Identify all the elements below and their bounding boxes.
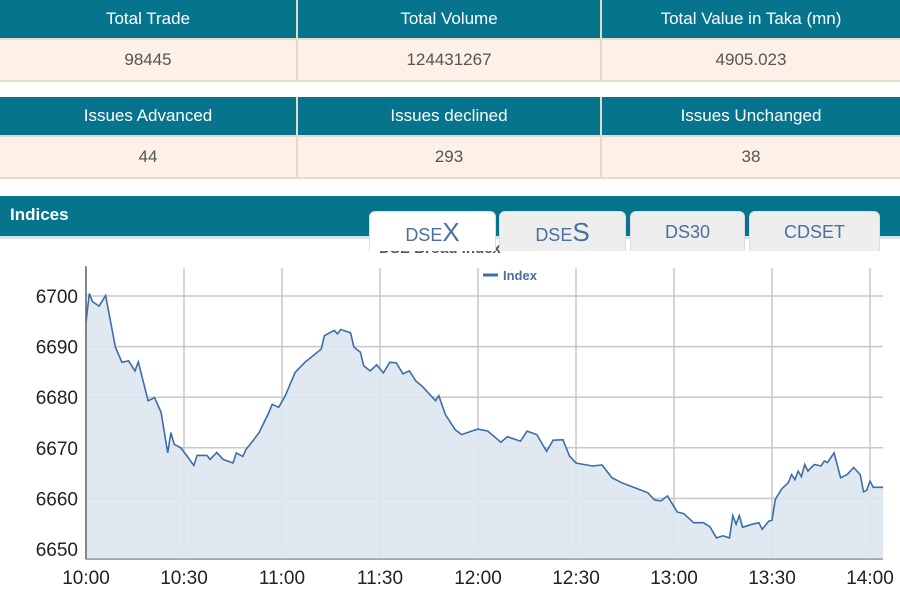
y-tick-label: 6670 [36,439,78,460]
tab-ds30-label: DS30 [664,222,711,242]
y-tick-label: 6650 [36,540,78,561]
x-tick-label: 12:30 [552,568,600,589]
issues-table: Issues Advanced Issues declined Issues U… [0,97,900,179]
y-tick-label: 6700 [36,287,78,308]
total-volume-header: Total Volume [298,0,602,38]
indices-title: Indices [10,205,69,224]
tab-dses-suffix: S [572,217,590,247]
total-value-header: Total Value in Taka (mn) [660,9,842,28]
x-tick-label: 12:00 [454,568,502,589]
y-tick-label: 6660 [36,489,78,510]
issues-header-row: Issues Advanced Issues declined Issues U… [0,97,900,135]
issues-advanced-header: Issues Advanced [0,97,298,135]
tab-dses-prefix: DSE [535,225,573,245]
tab-dsex-suffix: X [442,217,460,247]
summary-value-row: 98445 124431267 4905.023 [0,38,900,82]
market-summary-table: Total Trade Total Volume Total Value in … [0,0,900,82]
total-value-value: 4905.023 [715,50,787,69]
total-volume-value: 124431267 [298,40,602,80]
issues-value-row: 44 293 38 [0,135,900,179]
x-tick-label: 11:00 [259,568,305,589]
total-trade-header: Total Trade [0,0,298,38]
x-tick-label: 11:30 [357,568,403,589]
tab-dses[interactable]: DSES [499,211,626,251]
tab-dsex-prefix: DSE [405,225,443,245]
tab-cdset-label: CDSET [783,222,845,242]
y-tick-label: 6680 [36,388,78,409]
x-tick-label: 13:30 [748,568,796,589]
issues-declined-value: 293 [298,137,602,177]
x-tick-label: 13:00 [650,568,698,589]
total-trade-value: 98445 [0,40,298,80]
index-area-fill [86,293,884,560]
tab-ds30[interactable]: DS30 [630,211,745,251]
summary-header-row: Total Trade Total Volume Total Value in … [0,0,900,38]
x-tick-label: 10:00 [62,568,110,589]
x-tick-label: 10:30 [160,568,208,589]
issues-advanced-value: 44 [0,137,298,177]
issues-unchanged-value: 38 [741,147,761,166]
issues-declined-header: Issues declined [298,97,602,135]
issues-unchanged-header: Issues Unchanged [680,106,822,125]
tab-cdset[interactable]: CDSET [749,211,880,251]
y-tick-label: 6690 [36,338,78,359]
legend-label: Index [503,268,538,283]
index-chart: 6650 6660 6670 6680 6690 6700 10:00 10:30 11:00 1… [36,240,894,589]
tab-dsex[interactable]: DSEX [369,211,496,251]
index-series-line [85,293,884,539]
x-tick-label: 14:00 [846,568,894,589]
